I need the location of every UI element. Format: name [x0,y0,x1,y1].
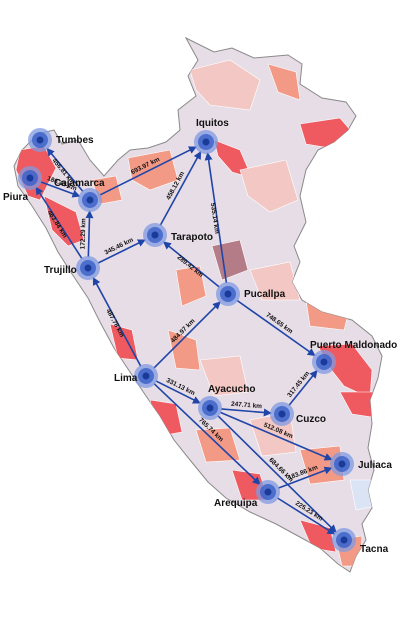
city-marker-trujillo [76,256,100,280]
city-label-juliaca: Juliaca [358,460,392,471]
city-label-tarapoto: Tarapoto [171,232,213,243]
city-label-trujillo: Trujillo [44,265,77,276]
route-lines [35,146,337,535]
region-patch [239,159,299,213]
region-patch [43,195,85,247]
route-cajamarca-tumbes [46,147,84,193]
route-arequipa-tacna [276,497,336,535]
city-marker-ayacucho [198,396,222,420]
route-ayacucho-juliaca [219,411,333,461]
city-marker-piura [18,166,42,190]
city-label-arequipa: Arequipa [214,498,258,509]
route-distance-label: 172.29 km [80,218,88,249]
region-patch [127,149,179,191]
city-label-puerto-maldonado: Puerto Maldonado [310,340,397,351]
route-lima-ayacucho [155,380,201,404]
city-label-cajamarca: Cajamarca [54,178,105,189]
city-markers [18,128,356,552]
region-patch [199,355,249,397]
route-trujillo-piura [35,186,83,260]
city-label-cuzco: Cuzco [296,414,326,425]
city-labels: Tumbes Piura Cajamarca Trujillo Iquitos Tarap… [3,118,397,555]
city-marker-juliaca [330,452,354,476]
city-label-tacna: Tacna [360,544,389,555]
region-patch [267,63,301,101]
route-distance-label: 247.71 km [231,401,263,411]
city-marker-iquitos [194,130,218,154]
city-marker-pucallpa [216,282,240,306]
route-trujillo-cajamarca [85,210,94,258]
route-pucallpa-tarapoto [162,241,220,288]
city-marker-tumbes [28,128,52,152]
city-marker-lima [134,364,158,388]
route-trujillo-tarapoto [97,239,146,264]
route-ayacucho-cuzco [220,408,272,417]
region-patch [167,329,201,371]
city-marker-puerto-maldonado [312,350,336,374]
region-patch [249,261,301,301]
city-label-lima: Lima [114,373,138,384]
route-pucallpa-puerto_maldonado [236,299,316,357]
city-label-ayacucho: Ayacucho [208,384,255,395]
city-marker-tarapoto [143,223,167,247]
route-lima-pucallpa [153,301,221,369]
route-tarapoto-iquitos [159,150,202,226]
region-patch [305,299,351,331]
city-label-pucallpa: Pucallpa [244,289,286,300]
city-label-tumbes: Tumbes [56,135,94,146]
city-marker-arequipa [256,480,280,504]
city-label-iquitos: Iquitos [196,118,229,129]
route-lima-trujillo [92,276,142,367]
route-lima-arequipa [153,382,261,486]
route-distance-label: 535.14 km [209,202,220,234]
region-patch [175,265,207,307]
city-label-piura: Piura [3,192,28,203]
route-piura-cajamarca [40,181,81,198]
route-cuzco-puerto_maldonado [288,369,318,406]
route-arequipa-juliaca [278,466,333,489]
city-marker-cuzco [270,402,294,426]
region-patch [299,445,345,485]
route-pucallpa-iquitos [204,152,228,284]
city-marker-tacna [332,528,356,552]
city-marker-cajamarca [78,188,102,212]
region-patch [189,59,261,111]
route-cajamarca-iquitos [99,146,197,196]
route-ayacucho-tacna [217,415,337,533]
